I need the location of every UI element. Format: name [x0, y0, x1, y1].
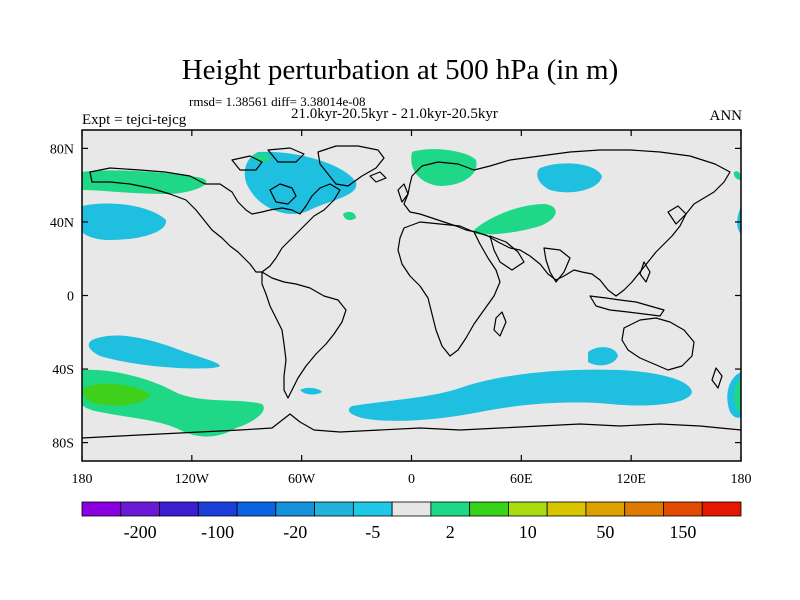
coast-south-america: [261, 271, 347, 399]
region-north-pacific-low: [82, 203, 167, 240]
colorbar-swatch: [701, 501, 742, 517]
region-south-pacific-high-east: [733, 378, 741, 412]
region-north-america-low: [244, 151, 357, 214]
region-southern-ocean-low: [348, 369, 692, 421]
coast-eurasia: [403, 149, 731, 297]
colorbar-label: 2: [446, 522, 455, 542]
map-panel: 80N 40N 0 40S 80S 180 120W 60W 0 60E 120E 180: [50, 129, 752, 487]
region-south-pacific-core: [83, 383, 150, 406]
lon-tick-label: 180: [72, 472, 93, 487]
coast-arabia: [489, 235, 525, 271]
colorbar-swatch: [275, 501, 315, 517]
colorbar-swatch: [624, 501, 664, 517]
region-atlantic-high: [343, 211, 356, 221]
coast-india: [543, 247, 571, 283]
region-south-pacific-low: [88, 335, 220, 369]
coast-greenland: [317, 145, 385, 187]
colorbar-swatch: [469, 501, 509, 517]
lat-tick-label: 80S: [52, 437, 74, 452]
coast-hudson-bay: [269, 183, 297, 205]
coast-indonesia: [589, 295, 665, 317]
latitude-axis: 80N 40N 0 40S 80S: [50, 142, 741, 452]
coast-new-zealand: [711, 367, 723, 389]
coast-north-america: [89, 167, 341, 273]
colorbar: -200 -100 -20 -5 2 10 50 150: [81, 501, 742, 542]
longitude-axis: 180 120W 60W 0 60E 120E 180: [72, 130, 752, 487]
lon-tick-label: 60W: [288, 472, 316, 487]
coastlines: [81, 145, 742, 439]
coast-madagascar: [493, 311, 507, 337]
colorbar-swatch: [236, 501, 277, 517]
colorbar-swatch: [663, 501, 703, 517]
colorbar-label: -100: [201, 522, 234, 542]
lon-tick-label: 60E: [510, 472, 533, 487]
region-asia-high: [474, 204, 556, 235]
colorbar-swatch: [120, 501, 160, 517]
region-north-pacific-low-east: [737, 206, 741, 234]
lon-tick-label: 0: [408, 472, 415, 487]
colorbar-swatch: [546, 501, 587, 517]
colorbar-label: 10: [519, 522, 537, 542]
colorbar-label: -5: [365, 522, 380, 542]
coast-antarctica: [81, 413, 742, 439]
coast-africa: [397, 221, 501, 357]
colorbar-label: 50: [596, 522, 614, 542]
region-north-pacific-high: [82, 170, 207, 194]
colorbar-swatch: [159, 501, 199, 517]
colorbar-swatch: [197, 501, 238, 517]
figure-title: Height perturbation at 500 hPa (in m): [181, 54, 619, 86]
colorbar-label: 150: [669, 522, 696, 542]
lon-tick-label: 180: [731, 472, 752, 487]
colorbar-swatch: [430, 501, 471, 517]
coast-philippines-japan: [639, 205, 687, 283]
coast-australia: [621, 317, 695, 371]
colorbar-swatch: [352, 501, 393, 517]
lat-tick-label: 80N: [50, 142, 74, 157]
negative-anomaly-regions: [82, 151, 741, 421]
strong-positive-regions: [83, 383, 150, 406]
region-indian-ocean-low: [588, 347, 618, 366]
region-south-atlantic-low: [300, 387, 322, 395]
region-east-arctic-high: [733, 171, 741, 180]
lat-tick-label: 40S: [52, 363, 74, 378]
colorbar-swatch: [585, 501, 626, 517]
rmsd-diff-label: rmsd= 1.38561 diff= 3.38014e-08: [189, 94, 366, 109]
colorbar-label: -20: [283, 522, 307, 542]
region-scandinavia-high: [411, 149, 477, 186]
lon-tick-label: 120E: [616, 472, 646, 487]
colorbar-swatch: [314, 501, 354, 517]
coast-arctic-islands: [231, 147, 305, 171]
lon-tick-label: 120W: [175, 472, 210, 487]
colorbar-swatch: [81, 501, 122, 517]
colorbar-swatch: [508, 501, 548, 517]
region-siberia-low: [537, 163, 602, 193]
coast-iceland: [369, 171, 387, 183]
period-label: 21.0kyr-20.5kyr - 21.0kyr-20.5kyr: [291, 106, 498, 122]
season-label: ANN: [709, 108, 743, 124]
experiment-label: Expt = tejci-tejcg: [82, 112, 187, 128]
coast-uk: [397, 183, 409, 203]
colorbar-label: -200: [124, 522, 157, 542]
lat-tick-label: 0: [67, 290, 74, 305]
colorbar-swatch: [391, 501, 432, 517]
lat-tick-label: 40N: [50, 216, 74, 231]
